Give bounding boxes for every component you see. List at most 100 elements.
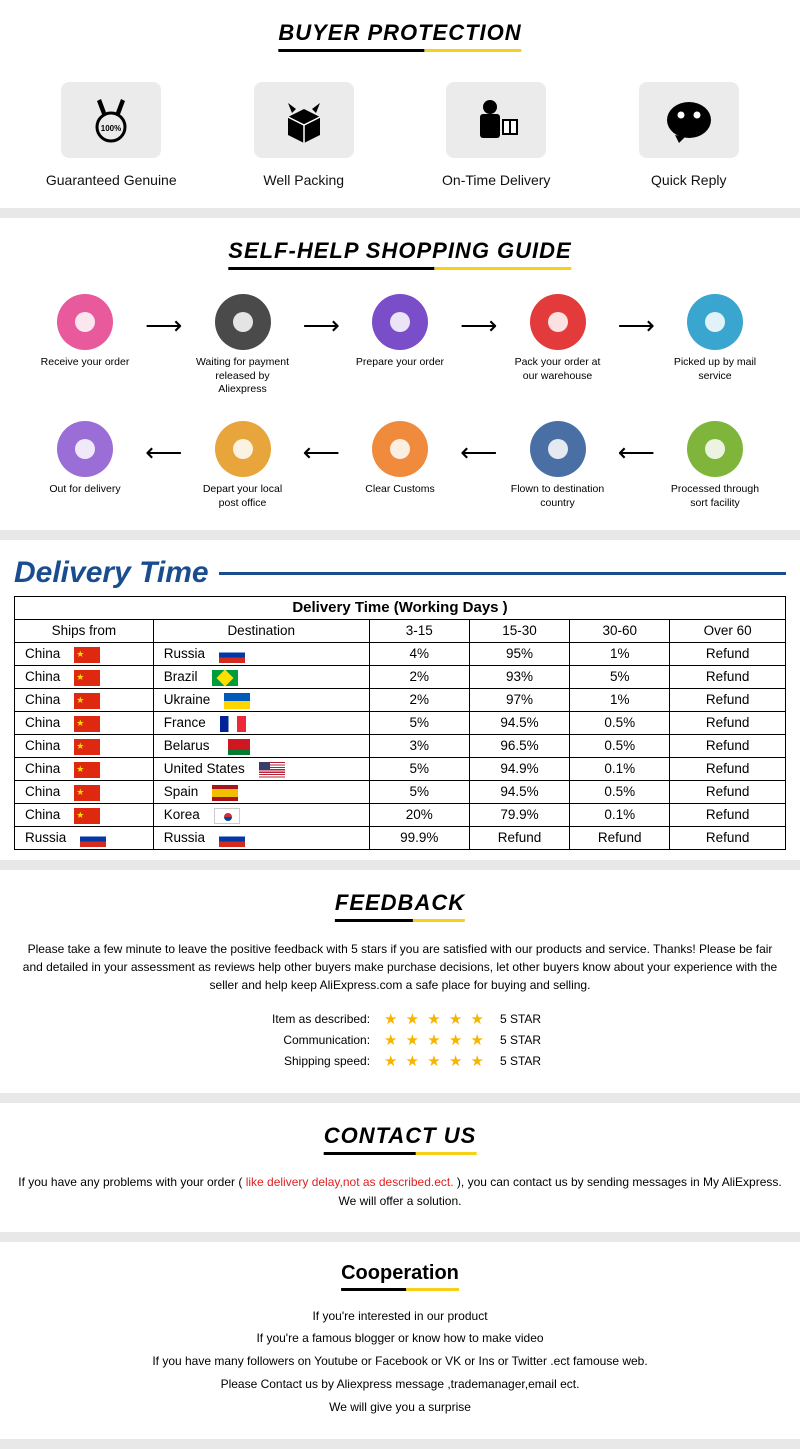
- svg-text:100%: 100%: [101, 124, 121, 133]
- arrow-icon: ⟶: [460, 310, 497, 341]
- stars-icon: ★ ★ ★ ★ ★: [384, 1031, 486, 1049]
- cooperation-line: We will give you a surprise: [15, 1396, 785, 1419]
- arrow-icon: ⟵: [618, 437, 655, 468]
- table-cell: France: [153, 712, 369, 735]
- table-cell: Brazil: [153, 666, 369, 689]
- table-cell: 99.9%: [369, 827, 469, 850]
- table-cell: Refund: [469, 827, 569, 850]
- table-cell: 0.1%: [570, 758, 670, 781]
- flag-cn-icon: [74, 762, 100, 778]
- delivery-time-section: Delivery Time Delivery Time (Working Day…: [0, 540, 800, 860]
- cooperation-section: Cooperation If you're interested in our …: [0, 1242, 800, 1439]
- table-row: ChinaFrance5%94.5%0.5%Refund: [15, 712, 786, 735]
- cooperation-line: If you're a famous blogger or know how t…: [15, 1327, 785, 1350]
- delivery-time-title: Delivery Time: [14, 550, 786, 596]
- flag-cn-icon: [74, 670, 100, 686]
- table-header: 30-60: [570, 620, 670, 643]
- guide-step: Flown to destination country: [508, 421, 608, 510]
- contact-highlight: like delivery delay,not as described.ect…: [246, 1175, 454, 1189]
- guide-step: Pack your order at our warehouse: [508, 294, 608, 383]
- table-cell: China: [15, 758, 154, 781]
- flag-ua-icon: [224, 693, 250, 709]
- table-cell: 5%: [369, 712, 469, 735]
- table-cell: 94.9%: [469, 758, 569, 781]
- table-cell: 2%: [369, 689, 469, 712]
- table-cell: China: [15, 735, 154, 758]
- bp-item: Quick Reply: [600, 82, 777, 188]
- table-cell: 94.5%: [469, 712, 569, 735]
- table-row: ChinaBelarus3%96.5%0.5%Refund: [15, 735, 786, 758]
- guide-step: Depart your local post office: [193, 421, 293, 510]
- flag-cn-icon: [74, 647, 100, 663]
- guide-step-label: Pack your order at our warehouse: [508, 356, 608, 383]
- guide-step-label: Processed through sort facility: [665, 483, 765, 510]
- table-cell: 20%: [369, 804, 469, 827]
- rating-score: 5 STAR: [500, 1012, 570, 1026]
- flag-ru-icon: [219, 831, 245, 847]
- bp-label: Quick Reply: [600, 172, 777, 188]
- table-cell: 95%: [469, 643, 569, 666]
- table-cell: 2%: [369, 666, 469, 689]
- flag-kr-icon: [214, 808, 240, 824]
- table-cell: Russia: [153, 643, 369, 666]
- table-cell: 97%: [469, 689, 569, 712]
- feedback-section: FEEDBACK Please take a few minute to lea…: [0, 870, 800, 1093]
- guide-step-label: Prepare your order: [350, 356, 450, 370]
- cooperation-line: If you have many followers on Youtube or…: [15, 1350, 785, 1373]
- guide-step-label: Depart your local post office: [193, 483, 293, 510]
- bp-item: On-Time Delivery: [408, 82, 585, 188]
- guide-step: Prepare your order: [350, 294, 450, 370]
- bp-label: On-Time Delivery: [408, 172, 585, 188]
- table-cell: Refund: [670, 758, 786, 781]
- rating-score: 5 STAR: [500, 1033, 570, 1047]
- table-cell: Refund: [670, 827, 786, 850]
- stars-icon: ★ ★ ★ ★ ★: [384, 1052, 486, 1070]
- buyer-protection-title: BUYER PROTECTION: [278, 20, 521, 52]
- table-cell: China: [15, 781, 154, 804]
- guide-step-icon: [687, 421, 743, 477]
- guide-step-icon: [372, 421, 428, 477]
- table-row: RussiaRussia99.9%RefundRefundRefund: [15, 827, 786, 850]
- shopping-guide-section: SELF-HELP SHOPPING GUIDE Receive your or…: [0, 218, 800, 530]
- guide-step: Out for delivery: [35, 421, 135, 497]
- medal-icon: 100%: [61, 82, 161, 158]
- flag-cn-icon: [74, 693, 100, 709]
- table-cell: Refund: [670, 712, 786, 735]
- arrow-icon: ⟵: [460, 437, 497, 468]
- table-cell: 4%: [369, 643, 469, 666]
- table-cell: China: [15, 643, 154, 666]
- table-cell: Russia: [15, 827, 154, 850]
- table-header: 15-30: [469, 620, 569, 643]
- guide-step-label: Out for delivery: [35, 483, 135, 497]
- table-cell: Belarus: [153, 735, 369, 758]
- feedback-text: Please take a few minute to leave the po…: [15, 940, 785, 994]
- table-cell: 0.5%: [570, 712, 670, 735]
- guide-step-icon: [530, 421, 586, 477]
- guide-step-icon: [215, 421, 271, 477]
- table-cell: Ukraine: [153, 689, 369, 712]
- rating-label: Communication:: [230, 1033, 370, 1047]
- table-cell: 5%: [369, 781, 469, 804]
- courier-icon: [446, 82, 546, 158]
- guide-step: Picked up by mail service: [665, 294, 765, 383]
- rating-row: Communication: ★ ★ ★ ★ ★ 5 STAR: [15, 1031, 785, 1049]
- table-row: ChinaRussia4%95%1%Refund: [15, 643, 786, 666]
- guide-step-label: Picked up by mail service: [665, 356, 765, 383]
- box-icon: [254, 82, 354, 158]
- guide-step: Clear Customs: [350, 421, 450, 497]
- table-cell: Refund: [670, 666, 786, 689]
- table-cell: 0.5%: [570, 735, 670, 758]
- guide-step: Waiting for payment released by Aliexpre…: [193, 294, 293, 397]
- table-cell: Refund: [670, 804, 786, 827]
- flag-ru-icon: [219, 647, 245, 663]
- delivery-time-table: Delivery Time (Working Days ) Ships from…: [14, 596, 786, 850]
- flag-cn-icon: [74, 716, 100, 732]
- bp-label: Guaranteed Genuine: [23, 172, 200, 188]
- table-row: ChinaBrazil2%93%5%Refund: [15, 666, 786, 689]
- flag-us-icon: [259, 762, 285, 778]
- table-cell: China: [15, 804, 154, 827]
- arrow-icon: ⟵: [145, 437, 182, 468]
- bp-item: Well Packing: [215, 82, 392, 188]
- flag-br-icon: [212, 670, 238, 686]
- table-row: ChinaKorea20%79.9%0.1%Refund: [15, 804, 786, 827]
